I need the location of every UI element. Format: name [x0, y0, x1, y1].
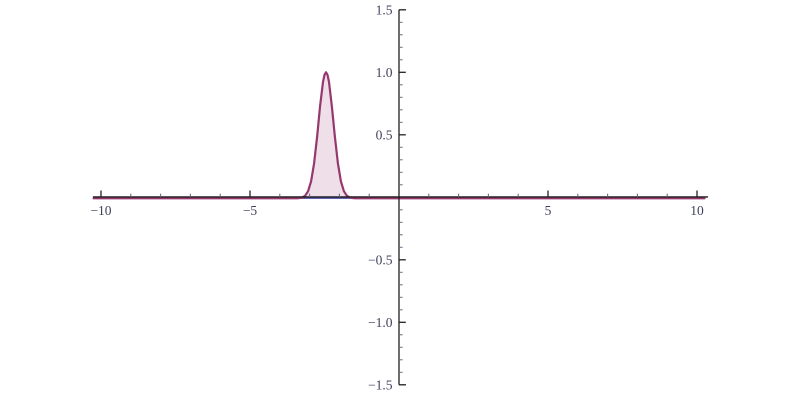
x-tick-label: −10: [90, 203, 111, 218]
y-tick-label: 1.0: [376, 65, 393, 80]
y-tick-label: 0.5: [376, 127, 393, 142]
y-tick-label: −1.5: [368, 377, 393, 392]
x-tick-label: 5: [545, 203, 552, 218]
y-tick-label: 1.5: [376, 2, 393, 17]
x-tick-label: −5: [243, 203, 258, 218]
x-tick-label: 10: [690, 203, 704, 218]
y-tick-label: −1.0: [368, 315, 393, 330]
y-tick-label: −0.5: [368, 252, 393, 267]
soliton-peak-curve: [92, 71, 706, 200]
